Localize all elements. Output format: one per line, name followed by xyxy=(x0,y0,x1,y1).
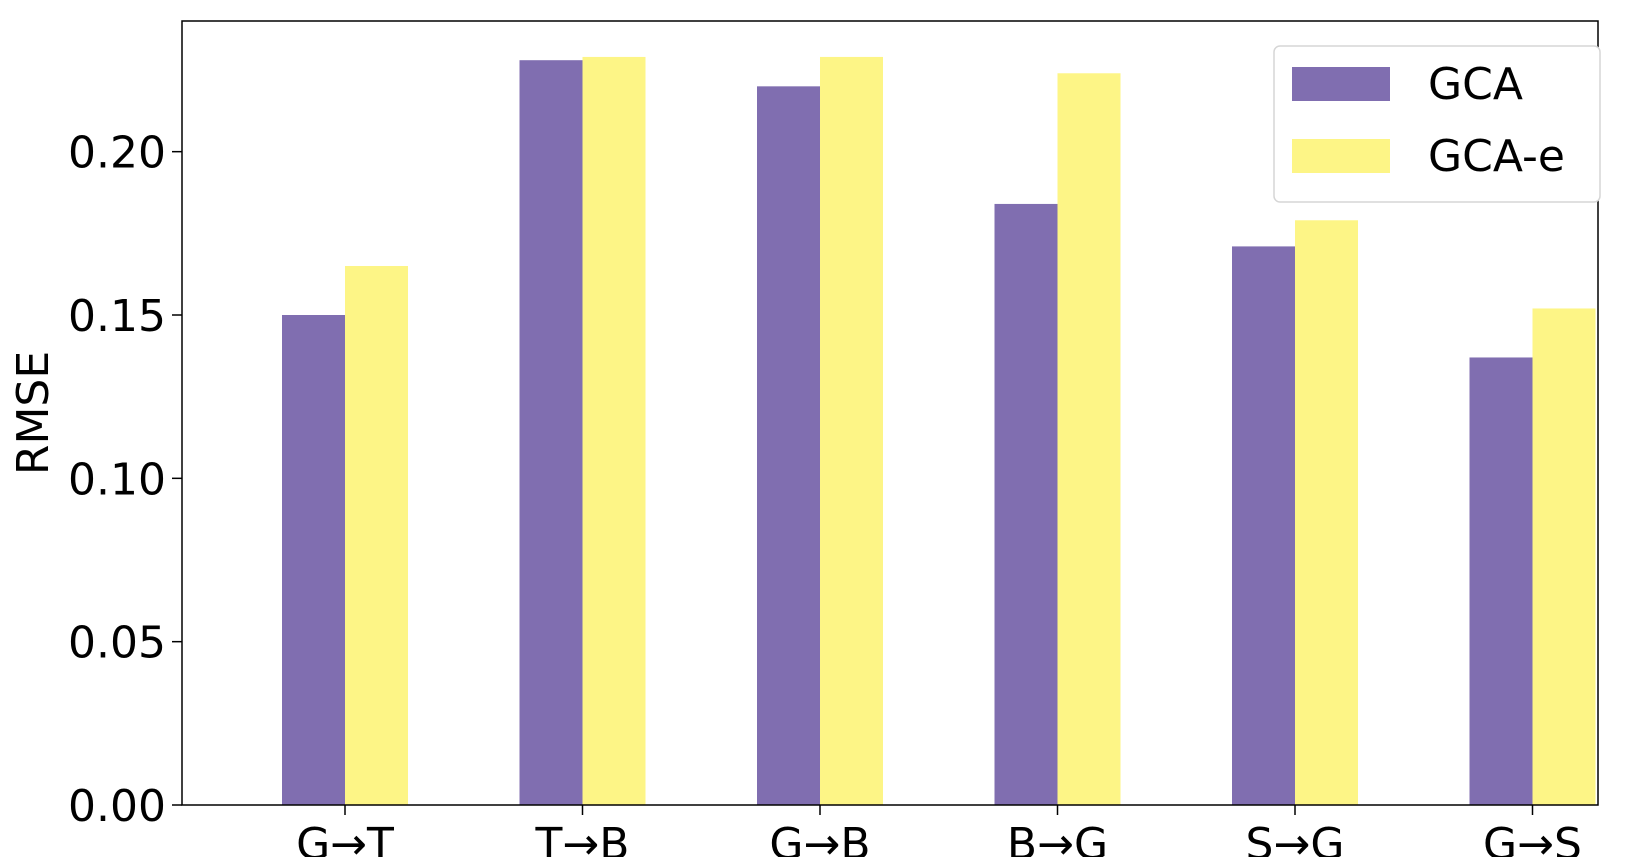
y-tick-label: 0.10 xyxy=(68,454,166,505)
bar-gca-e-5 xyxy=(1532,308,1596,805)
plot-frame xyxy=(181,20,1599,806)
legend-label-gca: GCA xyxy=(1428,59,1523,110)
bar-gca-4 xyxy=(1232,246,1295,805)
x-tick-label: S→G xyxy=(1246,819,1345,857)
bars-layer xyxy=(282,56,1596,806)
x-tick-label: B→G xyxy=(1007,819,1108,857)
bar-gca-e-3 xyxy=(1057,73,1121,806)
y-tick-label: 0.05 xyxy=(68,618,166,669)
bar-gca-e-4 xyxy=(1295,220,1358,805)
x-tick-label: G→T xyxy=(296,819,394,857)
bar-gca-5 xyxy=(1469,357,1533,805)
x-tick-label: G→B xyxy=(769,819,870,857)
x-axis: G→T T→B G→B B→G S→G G→S xyxy=(296,805,1582,857)
bar-gca-3 xyxy=(994,203,1058,805)
bar-gca-e-0 xyxy=(345,266,408,805)
y-tick-label: 0.00 xyxy=(68,781,166,832)
y-axis-title: RMSE xyxy=(8,351,59,475)
y-tick-label: 0.20 xyxy=(68,128,166,179)
bar-gca-0 xyxy=(282,315,345,805)
x-tick-label: G→S xyxy=(1483,819,1582,857)
legend-swatch-gca xyxy=(1292,67,1390,101)
legend-swatch-gca-e xyxy=(1292,139,1390,173)
x-tick-label: T→B xyxy=(535,819,630,857)
bar-gca-2 xyxy=(757,86,820,806)
y-axis: 0.00 0.05 0.10 0.15 0.20 xyxy=(68,128,182,832)
bar-gca-1 xyxy=(519,60,583,805)
legend-label-gca-e: GCA-e xyxy=(1428,131,1565,182)
legend: GCA GCA-e xyxy=(1273,45,1601,203)
bar-gca-e-2 xyxy=(820,56,883,805)
y-tick-label: 0.15 xyxy=(68,291,166,342)
bar-gca-e-1 xyxy=(582,56,646,805)
